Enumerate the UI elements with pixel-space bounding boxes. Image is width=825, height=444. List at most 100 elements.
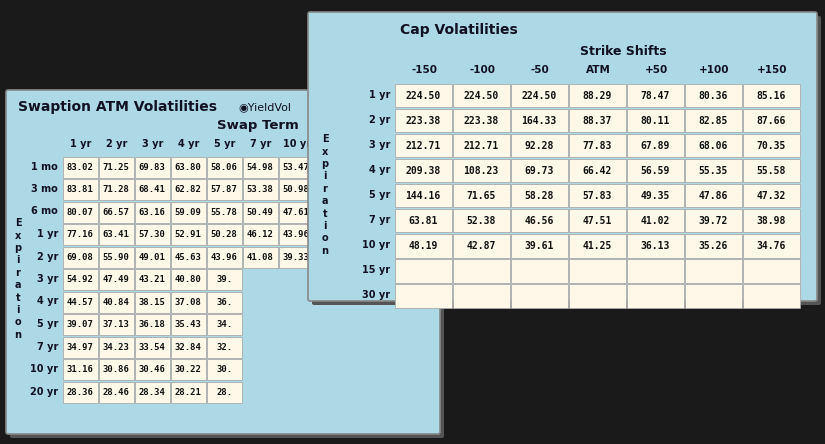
FancyBboxPatch shape [135, 269, 169, 290]
Text: 49.35: 49.35 [640, 191, 670, 201]
FancyBboxPatch shape [395, 284, 451, 308]
Text: Swaption ATM Volatilities: Swaption ATM Volatilities [18, 100, 217, 114]
Text: 55.78: 55.78 [211, 208, 238, 217]
Text: 69.08: 69.08 [67, 253, 94, 262]
FancyBboxPatch shape [243, 202, 277, 223]
Text: 49.21: 49.21 [318, 163, 346, 172]
Text: 53.47: 53.47 [283, 163, 309, 172]
Text: 5 yr: 5 yr [214, 139, 236, 149]
Text: 44.53: 44.53 [391, 208, 417, 217]
Text: 68.06: 68.06 [699, 141, 728, 151]
FancyBboxPatch shape [395, 184, 451, 207]
Text: 223.38: 223.38 [464, 116, 499, 126]
Text: 108.23: 108.23 [464, 166, 499, 176]
Text: 10 yr: 10 yr [30, 364, 58, 374]
Text: 55.58: 55.58 [757, 166, 786, 176]
FancyBboxPatch shape [395, 209, 451, 233]
Text: 62.82: 62.82 [175, 185, 201, 194]
FancyBboxPatch shape [511, 209, 568, 233]
Text: 36.75: 36.75 [318, 253, 346, 262]
Text: 10 yr: 10 yr [283, 139, 311, 149]
Text: 40.84: 40.84 [103, 298, 130, 307]
Text: 88.29: 88.29 [582, 91, 612, 101]
FancyBboxPatch shape [743, 209, 799, 233]
Text: 3 yr: 3 yr [36, 274, 58, 284]
FancyBboxPatch shape [743, 159, 799, 182]
Text: 57.30: 57.30 [139, 230, 166, 239]
FancyBboxPatch shape [453, 159, 510, 182]
Text: 77.83: 77.83 [582, 141, 612, 151]
Text: 59.09: 59.09 [175, 208, 201, 217]
FancyBboxPatch shape [207, 179, 242, 200]
Text: 39.33: 39.33 [283, 253, 309, 262]
Text: 47.86: 47.86 [699, 191, 728, 201]
FancyBboxPatch shape [99, 269, 134, 290]
FancyBboxPatch shape [63, 337, 97, 358]
Text: 15 yr: 15 yr [362, 265, 390, 275]
Text: 4 yr: 4 yr [369, 165, 390, 175]
FancyBboxPatch shape [569, 134, 625, 158]
Text: 42.87: 42.87 [467, 241, 496, 251]
Text: 55.35: 55.35 [699, 166, 728, 176]
Text: ◉YieldVol: ◉YieldVol [238, 102, 291, 112]
FancyBboxPatch shape [135, 157, 169, 178]
Text: 47.51: 47.51 [582, 216, 612, 226]
Text: 66.42: 66.42 [582, 166, 612, 176]
FancyBboxPatch shape [685, 209, 742, 233]
FancyBboxPatch shape [743, 184, 799, 207]
Text: 224.50: 224.50 [521, 91, 557, 101]
Text: 58.28: 58.28 [525, 191, 554, 201]
FancyBboxPatch shape [99, 314, 134, 335]
Text: 57.83: 57.83 [582, 191, 612, 201]
FancyBboxPatch shape [207, 157, 242, 178]
Text: 80.36: 80.36 [699, 91, 728, 101]
FancyBboxPatch shape [171, 382, 205, 403]
FancyBboxPatch shape [99, 359, 134, 380]
Text: 51.76: 51.76 [391, 163, 417, 172]
FancyBboxPatch shape [627, 234, 683, 258]
FancyBboxPatch shape [135, 247, 169, 268]
FancyBboxPatch shape [453, 184, 510, 207]
Text: 28.46: 28.46 [103, 388, 130, 397]
Text: 83.02: 83.02 [67, 163, 94, 172]
Text: 52.91: 52.91 [175, 230, 201, 239]
Text: 37.08: 37.08 [175, 298, 201, 307]
FancyBboxPatch shape [315, 157, 350, 178]
Text: 40.37: 40.37 [391, 230, 417, 239]
Text: E
x
p
i
r
a
t
i
o
n: E x p i r a t i o n [15, 218, 21, 340]
FancyBboxPatch shape [569, 84, 625, 107]
Text: 212.71: 212.71 [406, 141, 441, 151]
FancyBboxPatch shape [171, 292, 205, 313]
Text: 36.56: 36.56 [391, 253, 417, 262]
Text: 2 yr: 2 yr [36, 251, 58, 262]
Text: 55.90: 55.90 [103, 253, 130, 262]
FancyBboxPatch shape [569, 234, 625, 258]
Text: 66.57: 66.57 [103, 208, 130, 217]
Text: 33.54: 33.54 [139, 343, 166, 352]
FancyBboxPatch shape [685, 84, 742, 107]
FancyBboxPatch shape [135, 314, 169, 335]
FancyBboxPatch shape [279, 247, 314, 268]
FancyBboxPatch shape [207, 337, 242, 358]
Text: 54.98: 54.98 [247, 163, 274, 172]
Text: 20 yr: 20 yr [30, 386, 58, 396]
Text: 37.13: 37.13 [103, 320, 130, 329]
Text: 57.87: 57.87 [211, 185, 238, 194]
Text: 36.: 36. [216, 298, 233, 307]
Text: 41.02: 41.02 [640, 216, 670, 226]
Text: 30.46: 30.46 [139, 365, 166, 374]
FancyBboxPatch shape [315, 247, 350, 268]
Text: -150: -150 [411, 65, 437, 75]
FancyBboxPatch shape [511, 234, 568, 258]
Text: 1 yr: 1 yr [369, 90, 390, 100]
FancyBboxPatch shape [627, 109, 683, 132]
FancyBboxPatch shape [279, 157, 314, 178]
Text: 35.26: 35.26 [699, 241, 728, 251]
Text: 63.16: 63.16 [139, 208, 166, 217]
FancyBboxPatch shape [569, 209, 625, 233]
FancyBboxPatch shape [569, 109, 625, 132]
Text: 28.34: 28.34 [139, 388, 166, 397]
FancyBboxPatch shape [63, 314, 97, 335]
Text: 39.72: 39.72 [699, 216, 728, 226]
FancyBboxPatch shape [387, 157, 422, 178]
